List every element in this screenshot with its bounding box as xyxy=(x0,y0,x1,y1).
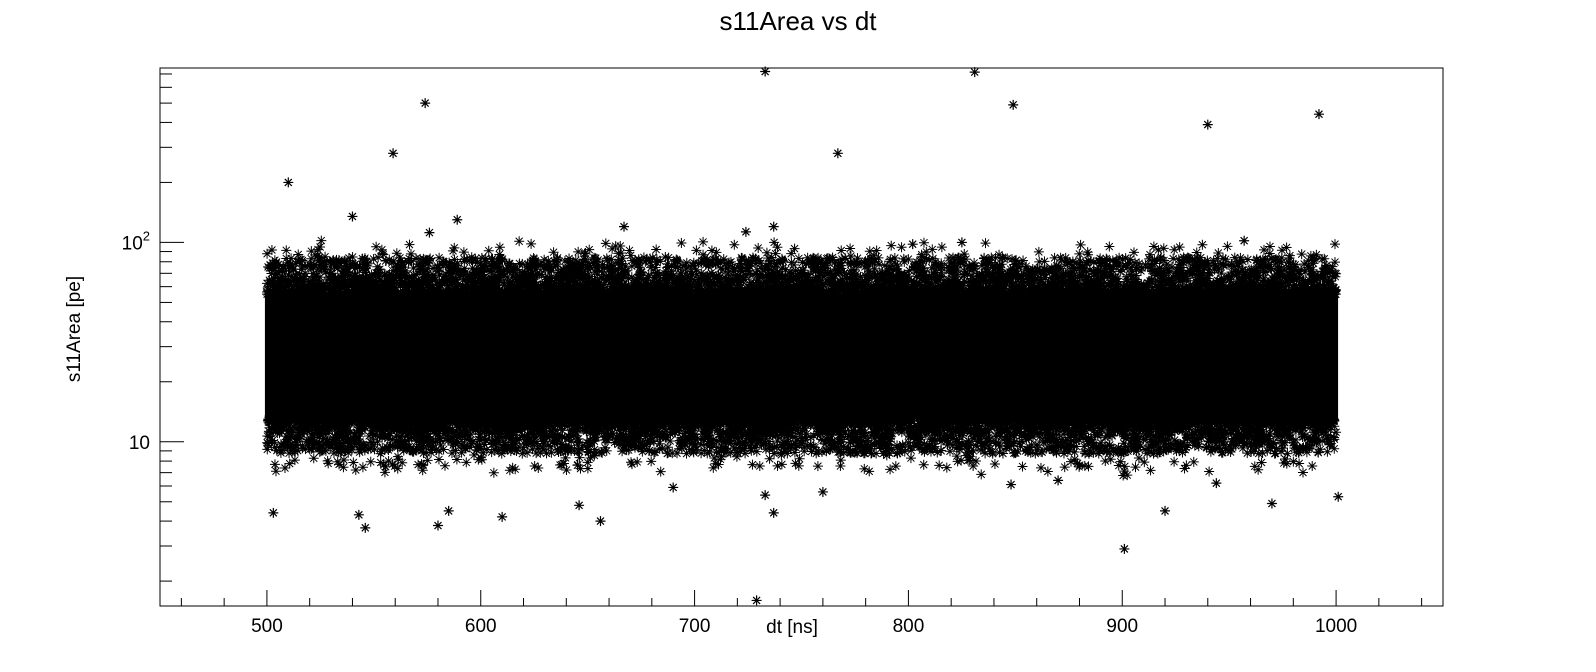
data-point xyxy=(619,221,630,232)
x-tick-label: 600 xyxy=(465,616,497,637)
plot-frame xyxy=(159,67,1444,607)
x-tick-label: 700 xyxy=(679,616,711,637)
data-point xyxy=(1313,109,1324,120)
data-point xyxy=(1053,475,1064,486)
data-point xyxy=(832,148,843,159)
data-point xyxy=(424,227,435,238)
scatter-points xyxy=(261,66,1344,606)
data-point xyxy=(497,511,508,522)
data-point xyxy=(1160,505,1171,516)
dense-point-core xyxy=(264,294,1339,420)
data-point xyxy=(360,522,371,533)
data-point xyxy=(1119,543,1130,554)
data-point xyxy=(760,490,771,501)
data-point xyxy=(283,177,294,188)
data-point xyxy=(420,98,431,109)
data-point xyxy=(1333,491,1344,502)
y-tick-label: 10 xyxy=(129,433,150,454)
data-point xyxy=(1239,235,1250,246)
data-point xyxy=(751,595,762,606)
data-point xyxy=(432,520,443,531)
data-point xyxy=(1202,119,1213,130)
data-point xyxy=(574,500,585,511)
data-point xyxy=(969,67,980,78)
data-point xyxy=(388,148,399,159)
data-point xyxy=(268,507,279,518)
data-point xyxy=(760,66,771,77)
x-tick-label: 1000 xyxy=(1315,616,1357,637)
chart-title: s11Area vs dt xyxy=(719,6,877,36)
data-point xyxy=(347,211,358,222)
data-point xyxy=(956,237,967,248)
data-point xyxy=(768,507,779,518)
data-point xyxy=(768,221,779,232)
data-point xyxy=(1266,498,1277,509)
data-point xyxy=(452,214,463,225)
data-point xyxy=(1006,479,1017,490)
x-tick-label: 500 xyxy=(251,616,283,637)
dense-point-cloud xyxy=(261,235,1342,481)
y-axis: 10 102 xyxy=(122,73,184,582)
data-point xyxy=(595,516,606,527)
data-point xyxy=(907,239,918,250)
y-tick-label: 102 xyxy=(122,228,150,254)
x-tick-label: 900 xyxy=(1106,616,1138,637)
data-point xyxy=(1211,478,1222,489)
data-point xyxy=(668,482,679,493)
data-point xyxy=(740,226,751,237)
data-point xyxy=(353,509,364,520)
x-axis-label: dt [ns] xyxy=(766,617,818,638)
data-point xyxy=(443,505,454,516)
data-point xyxy=(817,486,828,497)
data-point xyxy=(1008,99,1019,110)
y-axis-label: s11Area [pe] xyxy=(64,275,85,383)
x-tick-label: 800 xyxy=(893,616,925,637)
x-axis: 500 600 700 800 900 1000 xyxy=(180,590,1423,637)
